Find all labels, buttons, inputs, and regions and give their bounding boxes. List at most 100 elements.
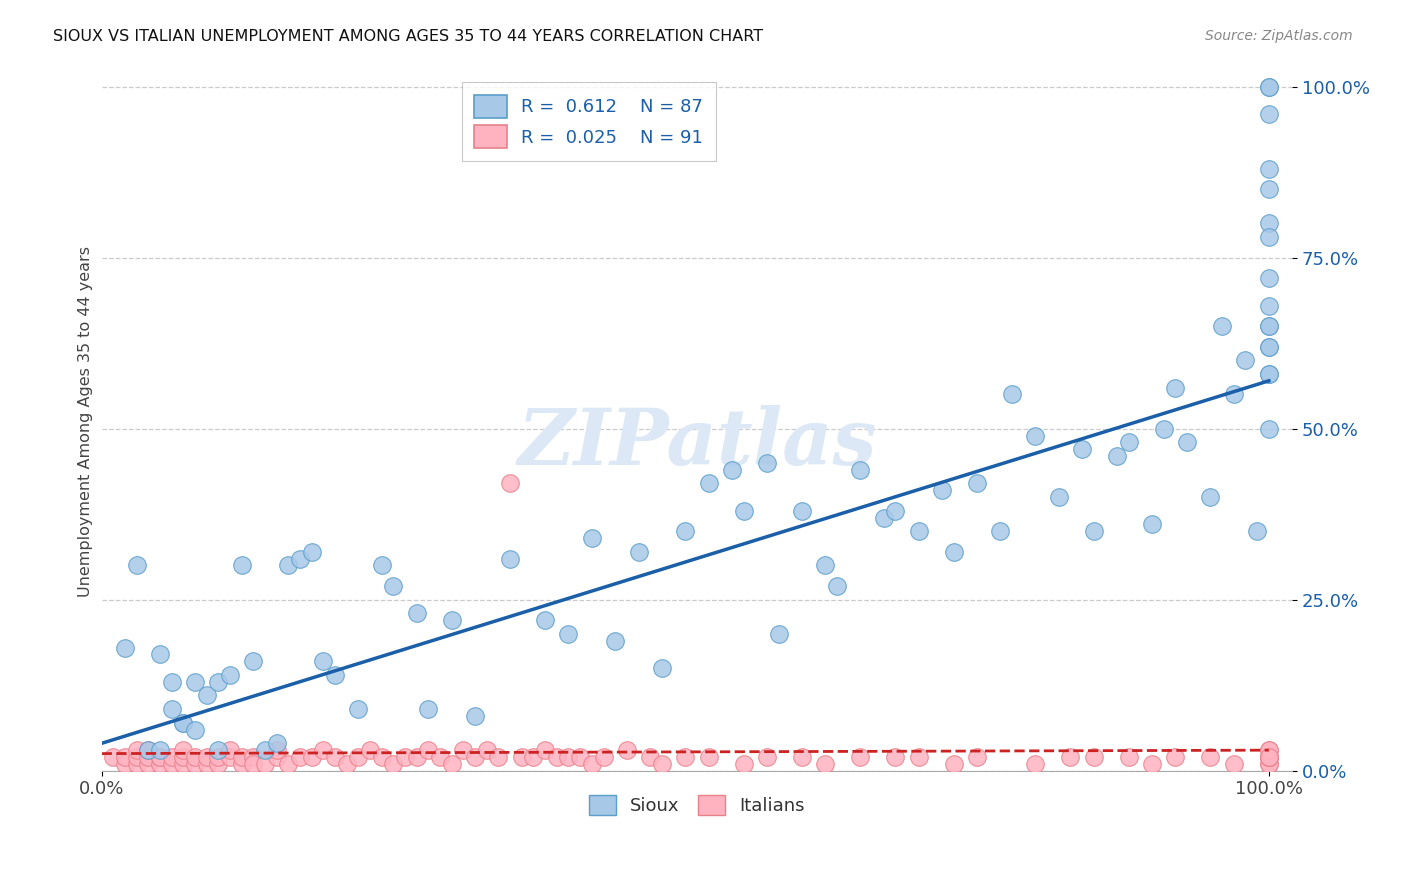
- Point: [627, 545, 650, 559]
- Point: [1175, 435, 1198, 450]
- Point: [125, 750, 148, 764]
- Point: [1083, 750, 1105, 764]
- Point: [534, 743, 557, 757]
- Point: [499, 551, 522, 566]
- Point: [172, 715, 194, 730]
- Point: [347, 750, 370, 764]
- Point: [1164, 750, 1187, 764]
- Point: [136, 743, 159, 757]
- Point: [1001, 387, 1024, 401]
- Point: [1257, 750, 1279, 764]
- Point: [1257, 367, 1279, 381]
- Point: [371, 750, 394, 764]
- Point: [195, 756, 218, 771]
- Point: [990, 524, 1012, 539]
- Point: [605, 633, 627, 648]
- Point: [475, 743, 498, 757]
- Point: [184, 723, 207, 737]
- Point: [114, 756, 136, 771]
- Point: [592, 750, 614, 764]
- Point: [1257, 340, 1279, 354]
- Point: [1257, 756, 1279, 771]
- Point: [1118, 435, 1140, 450]
- Point: [266, 736, 288, 750]
- Point: [184, 756, 207, 771]
- Point: [1140, 756, 1163, 771]
- Point: [440, 756, 463, 771]
- Point: [418, 743, 440, 757]
- Point: [872, 510, 894, 524]
- Point: [966, 750, 988, 764]
- Point: [1257, 367, 1279, 381]
- Point: [755, 750, 778, 764]
- Point: [1047, 490, 1070, 504]
- Point: [312, 654, 335, 668]
- Text: SIOUX VS ITALIAN UNEMPLOYMENT AMONG AGES 35 TO 44 YEARS CORRELATION CHART: SIOUX VS ITALIAN UNEMPLOYMENT AMONG AGES…: [53, 29, 763, 44]
- Point: [464, 709, 486, 723]
- Point: [440, 613, 463, 627]
- Point: [242, 756, 264, 771]
- Point: [966, 476, 988, 491]
- Point: [301, 750, 323, 764]
- Point: [429, 750, 451, 764]
- Point: [242, 750, 264, 764]
- Point: [849, 463, 872, 477]
- Point: [242, 654, 264, 668]
- Point: [359, 743, 381, 757]
- Point: [651, 756, 673, 771]
- Point: [266, 743, 288, 757]
- Point: [569, 750, 592, 764]
- Point: [733, 756, 755, 771]
- Point: [136, 756, 159, 771]
- Point: [534, 613, 557, 627]
- Point: [557, 627, 579, 641]
- Point: [277, 558, 299, 573]
- Point: [231, 558, 253, 573]
- Point: [160, 674, 183, 689]
- Point: [1223, 387, 1246, 401]
- Point: [253, 743, 276, 757]
- Point: [1257, 756, 1279, 771]
- Point: [1140, 517, 1163, 532]
- Point: [1257, 107, 1279, 121]
- Point: [336, 756, 359, 771]
- Point: [1024, 756, 1046, 771]
- Point: [1257, 271, 1279, 285]
- Point: [207, 674, 229, 689]
- Point: [1024, 428, 1046, 442]
- Point: [288, 750, 311, 764]
- Point: [1257, 217, 1279, 231]
- Point: [1234, 353, 1257, 368]
- Point: [1083, 524, 1105, 539]
- Point: [1153, 422, 1175, 436]
- Point: [546, 750, 568, 764]
- Point: [253, 756, 276, 771]
- Point: [790, 504, 813, 518]
- Point: [825, 579, 848, 593]
- Point: [721, 463, 744, 477]
- Point: [488, 750, 510, 764]
- Point: [1257, 182, 1279, 196]
- Point: [1257, 750, 1279, 764]
- Point: [160, 702, 183, 716]
- Point: [733, 504, 755, 518]
- Point: [184, 750, 207, 764]
- Point: [522, 750, 544, 764]
- Point: [1257, 422, 1279, 436]
- Point: [768, 627, 790, 641]
- Point: [219, 743, 242, 757]
- Point: [382, 756, 405, 771]
- Point: [673, 524, 696, 539]
- Point: [1257, 750, 1279, 764]
- Point: [1257, 319, 1279, 334]
- Point: [301, 545, 323, 559]
- Point: [1223, 756, 1246, 771]
- Point: [1257, 743, 1279, 757]
- Point: [114, 750, 136, 764]
- Point: [160, 756, 183, 771]
- Point: [207, 750, 229, 764]
- Point: [160, 750, 183, 764]
- Point: [510, 750, 533, 764]
- Point: [277, 756, 299, 771]
- Point: [849, 750, 872, 764]
